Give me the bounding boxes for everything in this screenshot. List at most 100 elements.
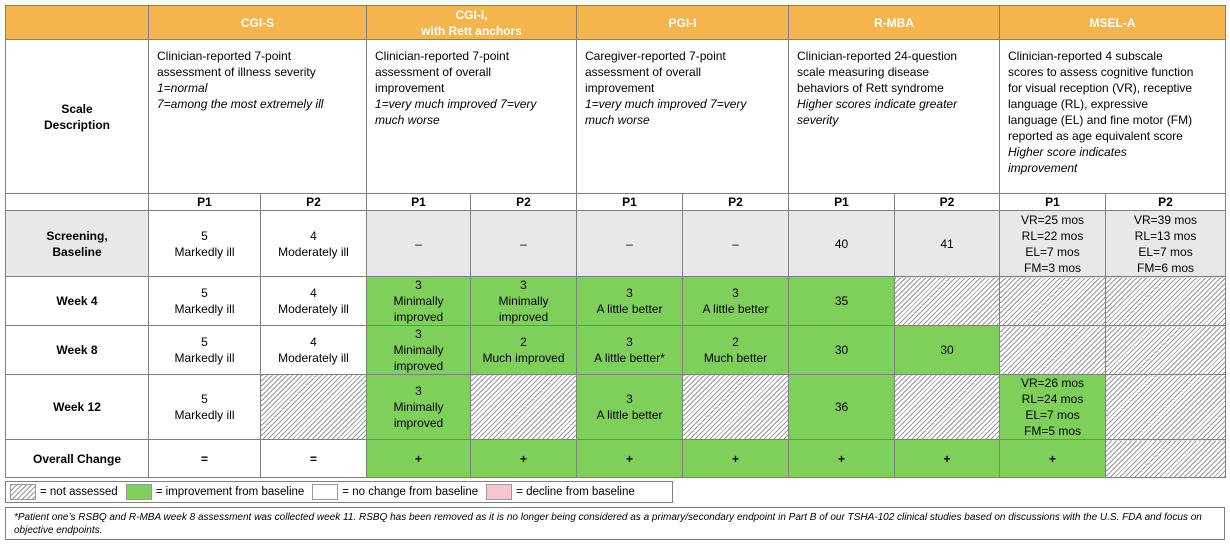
- cell-score: 3: [626, 392, 633, 406]
- cell-text: VR=25 mos: [1021, 212, 1085, 227]
- cell-score: 3: [415, 384, 422, 398]
- description-cgi-s: Clinician-reported 7-point assessment of…: [148, 39, 367, 194]
- patient-header-p2: P2: [470, 193, 577, 211]
- cell-not-assessed: [681, 374, 790, 440]
- cell-pgi-i-p2: –: [681, 210, 790, 277]
- cell-not-assessed: [1105, 374, 1227, 440]
- description-line: behaviors of Rett syndrome: [797, 81, 944, 95]
- patient-header-p2: P2: [894, 193, 1001, 211]
- cell-text: Minimally: [393, 294, 444, 308]
- cell-text: Markedly ill: [174, 351, 235, 365]
- cell-text: Minimally: [393, 400, 444, 414]
- cell-text: Markedly ill: [174, 302, 235, 316]
- cell-msel-p1: VR=26 mos RL=24 mos EL=7 mos FM=5 mos: [999, 374, 1107, 440]
- cell-cgi-s-p1: 5 Markedly ill: [148, 210, 261, 277]
- cell-score: 4: [310, 286, 317, 300]
- description-pgi-i: Caregiver-reported 7-point assessment of…: [575, 39, 790, 194]
- cell-text: RL=13 mos: [1134, 228, 1197, 243]
- cell-r-mba-p1: 35: [788, 276, 896, 326]
- header-row: CGI-S CGI-I, with Rett anchors PGI-I R-MB…: [5, 5, 1227, 40]
- description-line: language (RL), expressive: [1008, 97, 1149, 111]
- cell-score: 4: [310, 335, 317, 349]
- row-label-line: Description: [43, 117, 110, 132]
- cell-text: A little better*: [594, 351, 665, 365]
- legend-label-no-change: = no change from baseline: [342, 486, 479, 498]
- cell-text: Moderately ill: [278, 351, 349, 365]
- cell-not-assessed: [1105, 439, 1227, 478]
- cell-not-assessed: [894, 374, 1001, 440]
- description-line: severity: [797, 113, 839, 127]
- cell-text: Much improved: [482, 351, 565, 365]
- cell-r-mba-p1: 30: [788, 325, 896, 375]
- overall-r-mba-p2: +: [894, 439, 1001, 478]
- description-cgi-i: Clinician-reported 7-point assessment of…: [366, 39, 577, 194]
- description-line: Clinician-reported 24-question: [797, 49, 958, 63]
- description-line: assessment of illness severity: [157, 65, 316, 79]
- cell-pgi-i-p2: 2 Much better: [681, 325, 790, 375]
- cell-cgi-s-p1: 5 Markedly ill: [148, 276, 261, 326]
- screening-row: Screening, Baseline 5 Markedly ill 4 Mod…: [5, 210, 1227, 277]
- patient-header-p1: P1: [576, 193, 683, 211]
- cell-msel-p2: VR=39 mos RL=13 mos EL=7 mos FM=6 mos: [1105, 210, 1227, 277]
- cell-text: FM=6 mos: [1137, 260, 1195, 275]
- cell-not-assessed: [1105, 325, 1227, 375]
- cell-score: 3: [626, 286, 633, 300]
- cell-text: VR=39 mos: [1134, 212, 1198, 227]
- column-header-label: CGI-S: [240, 15, 275, 30]
- cell-score: 3: [732, 286, 739, 300]
- cell-not-assessed: [260, 374, 367, 440]
- patient-header-p1: P1: [148, 193, 261, 211]
- cell-text: Markedly ill: [174, 408, 235, 422]
- cell-cgi-s-p2: 4 Moderately ill: [260, 325, 367, 375]
- cell-text: A little better: [596, 408, 663, 422]
- description-line: improvement: [1008, 161, 1078, 175]
- row-label-scale-description: Scale Description: [5, 39, 149, 194]
- cell-text: RL=24 mos: [1021, 392, 1084, 406]
- overall-r-mba-p1: +: [788, 439, 896, 478]
- overall-cgi-s-p1: =: [148, 439, 261, 478]
- column-header-label: CGI-I,: [455, 7, 488, 22]
- description-line: Higher score indicates: [1008, 145, 1127, 159]
- cell-text: Much better: [703, 351, 768, 365]
- patient-header-row: P1 P2 P1 P2 P1 P2 P1 P2 P1 P2: [5, 193, 1227, 211]
- week8-row: Week 8 5 Markedly ill 4 Moderately ill 3…: [5, 325, 1227, 375]
- description-line: 1=very much improved 7=very: [585, 97, 747, 111]
- column-header-msel-a: MSEL-A: [999, 5, 1227, 40]
- column-header-cgi-s: CGI-S: [148, 5, 367, 40]
- column-header-label: MSEL-A: [1089, 15, 1136, 30]
- cell-score: 3: [520, 278, 527, 292]
- cell-cgi-s-p2: 4 Moderately ill: [260, 276, 367, 326]
- cell-text: EL=7 mos: [1138, 244, 1193, 259]
- scale-description-row: Scale Description Clinician-reported 7-p…: [5, 39, 1227, 194]
- cell-not-assessed: [470, 374, 577, 440]
- description-msel-a: Clinician-reported 4 subscale scores to …: [999, 39, 1227, 194]
- cell-cgi-s-p1: 5 Markedly ill: [148, 374, 261, 440]
- cell-not-assessed: [1105, 276, 1227, 326]
- cell-pgi-i-p1: 3 A little better*: [576, 325, 683, 375]
- description-r-mba: Clinician-reported 24-question scale mea…: [788, 39, 1001, 194]
- cell-pgi-i-p1: 3 A little better: [576, 374, 683, 440]
- row-label-week12: Week 12: [5, 374, 149, 440]
- cell-score: 2: [520, 335, 527, 349]
- description-line: Caregiver-reported 7-point: [585, 49, 726, 63]
- week12-row: Week 12 5 Markedly ill 3 Minimally impro…: [5, 374, 1227, 440]
- legend-label-not-assessed: = not assessed: [40, 486, 118, 498]
- cell-text: VR=26 mos: [1021, 376, 1085, 390]
- description-line: reported as age equivalent score: [1008, 129, 1183, 143]
- cell-pgi-i-p1: 3 A little better: [576, 276, 683, 326]
- column-header-sublabel: with Rett anchors: [421, 23, 522, 38]
- cell-cgi-i-p1: –: [366, 210, 471, 277]
- cell-cgi-i-p1: 3 Minimally improved: [366, 325, 471, 375]
- description-line: for visual reception (VR), receptive: [1008, 81, 1193, 95]
- cell-text: RL=22 mos: [1021, 228, 1084, 243]
- row-label-overall-change: Overall Change: [5, 439, 149, 478]
- patient-header-p1: P1: [366, 193, 471, 211]
- cell-r-mba-p2: 30: [894, 325, 1001, 375]
- patient-header-p1: P1: [788, 193, 896, 211]
- cell-score: 5: [201, 392, 208, 406]
- description-line: 1=very much improved 7=very: [375, 97, 537, 111]
- cell-cgi-i-p2: –: [470, 210, 577, 277]
- description-line: improvement: [585, 81, 655, 95]
- cell-text: EL=7 mos: [1025, 408, 1080, 422]
- overall-cgi-i-p1: +: [366, 439, 471, 478]
